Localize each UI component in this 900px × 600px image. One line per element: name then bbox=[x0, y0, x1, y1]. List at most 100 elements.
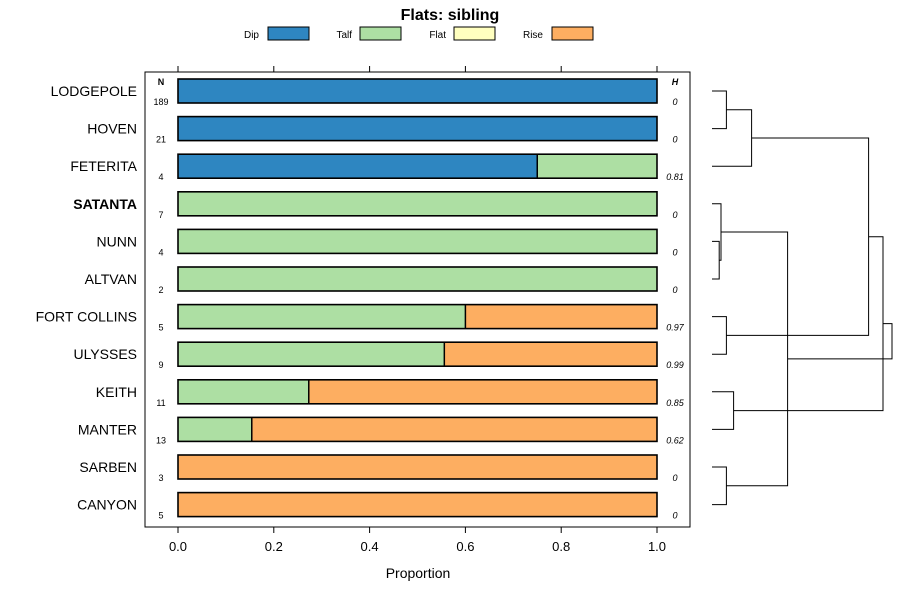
category-label: CANYON bbox=[77, 497, 137, 513]
bar-segment-talf bbox=[178, 229, 657, 254]
n-value: 5 bbox=[158, 511, 163, 521]
bar-segment-talf bbox=[537, 154, 657, 179]
category-label: LODGEPOLE bbox=[51, 83, 137, 99]
h-value: 0 bbox=[672, 285, 677, 295]
legend-swatch bbox=[359, 26, 402, 41]
h-value: 0 bbox=[672, 135, 677, 145]
x-axis: 0.0 0.2 0.4 0.6 0.8 1.0 bbox=[169, 66, 666, 554]
n-value: 3 bbox=[158, 473, 163, 483]
bar-segment-rise bbox=[178, 455, 657, 479]
bar-segment-dip bbox=[178, 116, 657, 141]
bar-outline bbox=[177, 341, 658, 368]
bar-segment-rise bbox=[308, 379, 657, 404]
h-value: 0 bbox=[672, 473, 677, 483]
bar-segment-talf bbox=[178, 342, 445, 367]
bar-segment-rise bbox=[444, 342, 657, 367]
bar-outline bbox=[177, 115, 658, 142]
legend-label: Talf bbox=[336, 30, 352, 41]
category-label: MANTER bbox=[78, 421, 137, 437]
legend-swatch bbox=[267, 26, 310, 41]
n-value: 4 bbox=[158, 247, 163, 257]
dendrogram-link bbox=[787, 323, 893, 360]
dendrogram-link bbox=[712, 240, 720, 280]
category-label: HOVEN bbox=[87, 121, 137, 137]
category-label: SATANTA bbox=[73, 196, 137, 212]
n-value: 189 bbox=[153, 97, 168, 107]
h-value: 0 bbox=[672, 210, 677, 220]
x-tick-label: 0.6 bbox=[456, 539, 474, 554]
dendrogram-link bbox=[721, 231, 789, 487]
h-value: 0.97 bbox=[666, 323, 685, 333]
bar-segment-talf bbox=[178, 191, 657, 216]
bar-segment-talf bbox=[178, 379, 309, 404]
bar-outline bbox=[177, 153, 658, 179]
bar-segment-rise bbox=[178, 492, 657, 517]
dendrogram-link bbox=[712, 391, 735, 430]
bar-outline bbox=[177, 491, 658, 518]
x-tick-label: 0.0 bbox=[169, 539, 187, 554]
chart-title: Flats: sibling bbox=[401, 7, 500, 24]
row-labels: LODGEPOLE 189 0 HOVEN 21 0 FETERITA 4 0.81 SATANT… bbox=[36, 83, 685, 521]
legend-swatch bbox=[551, 26, 594, 41]
bar-outline bbox=[177, 454, 658, 480]
bar-segment-rise bbox=[465, 304, 657, 329]
n-value: 9 bbox=[158, 360, 163, 370]
h-value: 0 bbox=[672, 511, 677, 521]
bar-segment-talf bbox=[178, 267, 657, 291]
n-value: 11 bbox=[156, 398, 165, 408]
n-column-header: N bbox=[158, 77, 165, 87]
x-tick-label: 0.4 bbox=[361, 539, 379, 554]
category-label: FORT COLLINS bbox=[36, 309, 137, 325]
legend-label: Flat bbox=[429, 30, 446, 41]
bar-segment-dip bbox=[178, 154, 538, 179]
x-tick-label: 0.2 bbox=[265, 539, 283, 554]
category-label: KEITH bbox=[96, 384, 137, 400]
bar-outline bbox=[177, 228, 658, 255]
x-tick-label: 1.0 bbox=[648, 539, 666, 554]
dendrogram bbox=[712, 90, 893, 506]
n-value: 5 bbox=[158, 323, 163, 333]
category-label: ALTVAN bbox=[85, 271, 137, 287]
dendrogram-link bbox=[712, 466, 727, 506]
h-value: 0.62 bbox=[666, 435, 684, 445]
category-label: FETERITA bbox=[70, 158, 137, 174]
n-value: 7 bbox=[158, 210, 163, 220]
n-value: 4 bbox=[158, 172, 163, 182]
bar-segment-dip bbox=[178, 79, 657, 103]
x-axis-label: Proportion bbox=[386, 565, 451, 581]
bar-segment-talf bbox=[178, 304, 466, 329]
category-label: SARBEN bbox=[79, 459, 137, 475]
bar-outline bbox=[177, 191, 658, 217]
legend: Dip Talf Flat Rise bbox=[244, 26, 594, 41]
bar-outline bbox=[177, 416, 658, 443]
legend-label: Rise bbox=[523, 30, 543, 41]
n-value: 2 bbox=[158, 285, 163, 295]
bar-outline bbox=[177, 303, 658, 330]
h-value: 0 bbox=[672, 97, 677, 107]
n-value: 21 bbox=[156, 135, 166, 145]
h-value: 0 bbox=[672, 247, 677, 257]
dendrogram-link bbox=[726, 137, 870, 336]
h-column-header: H bbox=[672, 77, 679, 87]
n-value: 13 bbox=[156, 435, 166, 445]
bar-outline bbox=[177, 378, 658, 405]
dendrogram-link bbox=[733, 236, 884, 412]
bar-outline bbox=[177, 78, 658, 104]
dendrogram-link bbox=[712, 109, 753, 167]
x-tick-label: 0.8 bbox=[552, 539, 570, 554]
legend-label: Dip bbox=[244, 30, 259, 41]
bars bbox=[177, 78, 658, 518]
plot-frame bbox=[144, 71, 691, 528]
bar-segment-talf bbox=[178, 417, 252, 442]
category-label: ULYSSES bbox=[73, 346, 137, 362]
h-value: 0.81 bbox=[666, 172, 684, 182]
bar-outline bbox=[177, 266, 658, 292]
category-label: NUNN bbox=[97, 233, 137, 249]
h-value: 0.85 bbox=[666, 398, 685, 408]
dendrogram-link bbox=[712, 90, 727, 130]
h-value: 0.99 bbox=[666, 360, 684, 370]
legend-swatch bbox=[453, 26, 496, 41]
bar-segment-rise bbox=[251, 417, 658, 442]
dendrogram-link bbox=[712, 316, 727, 355]
